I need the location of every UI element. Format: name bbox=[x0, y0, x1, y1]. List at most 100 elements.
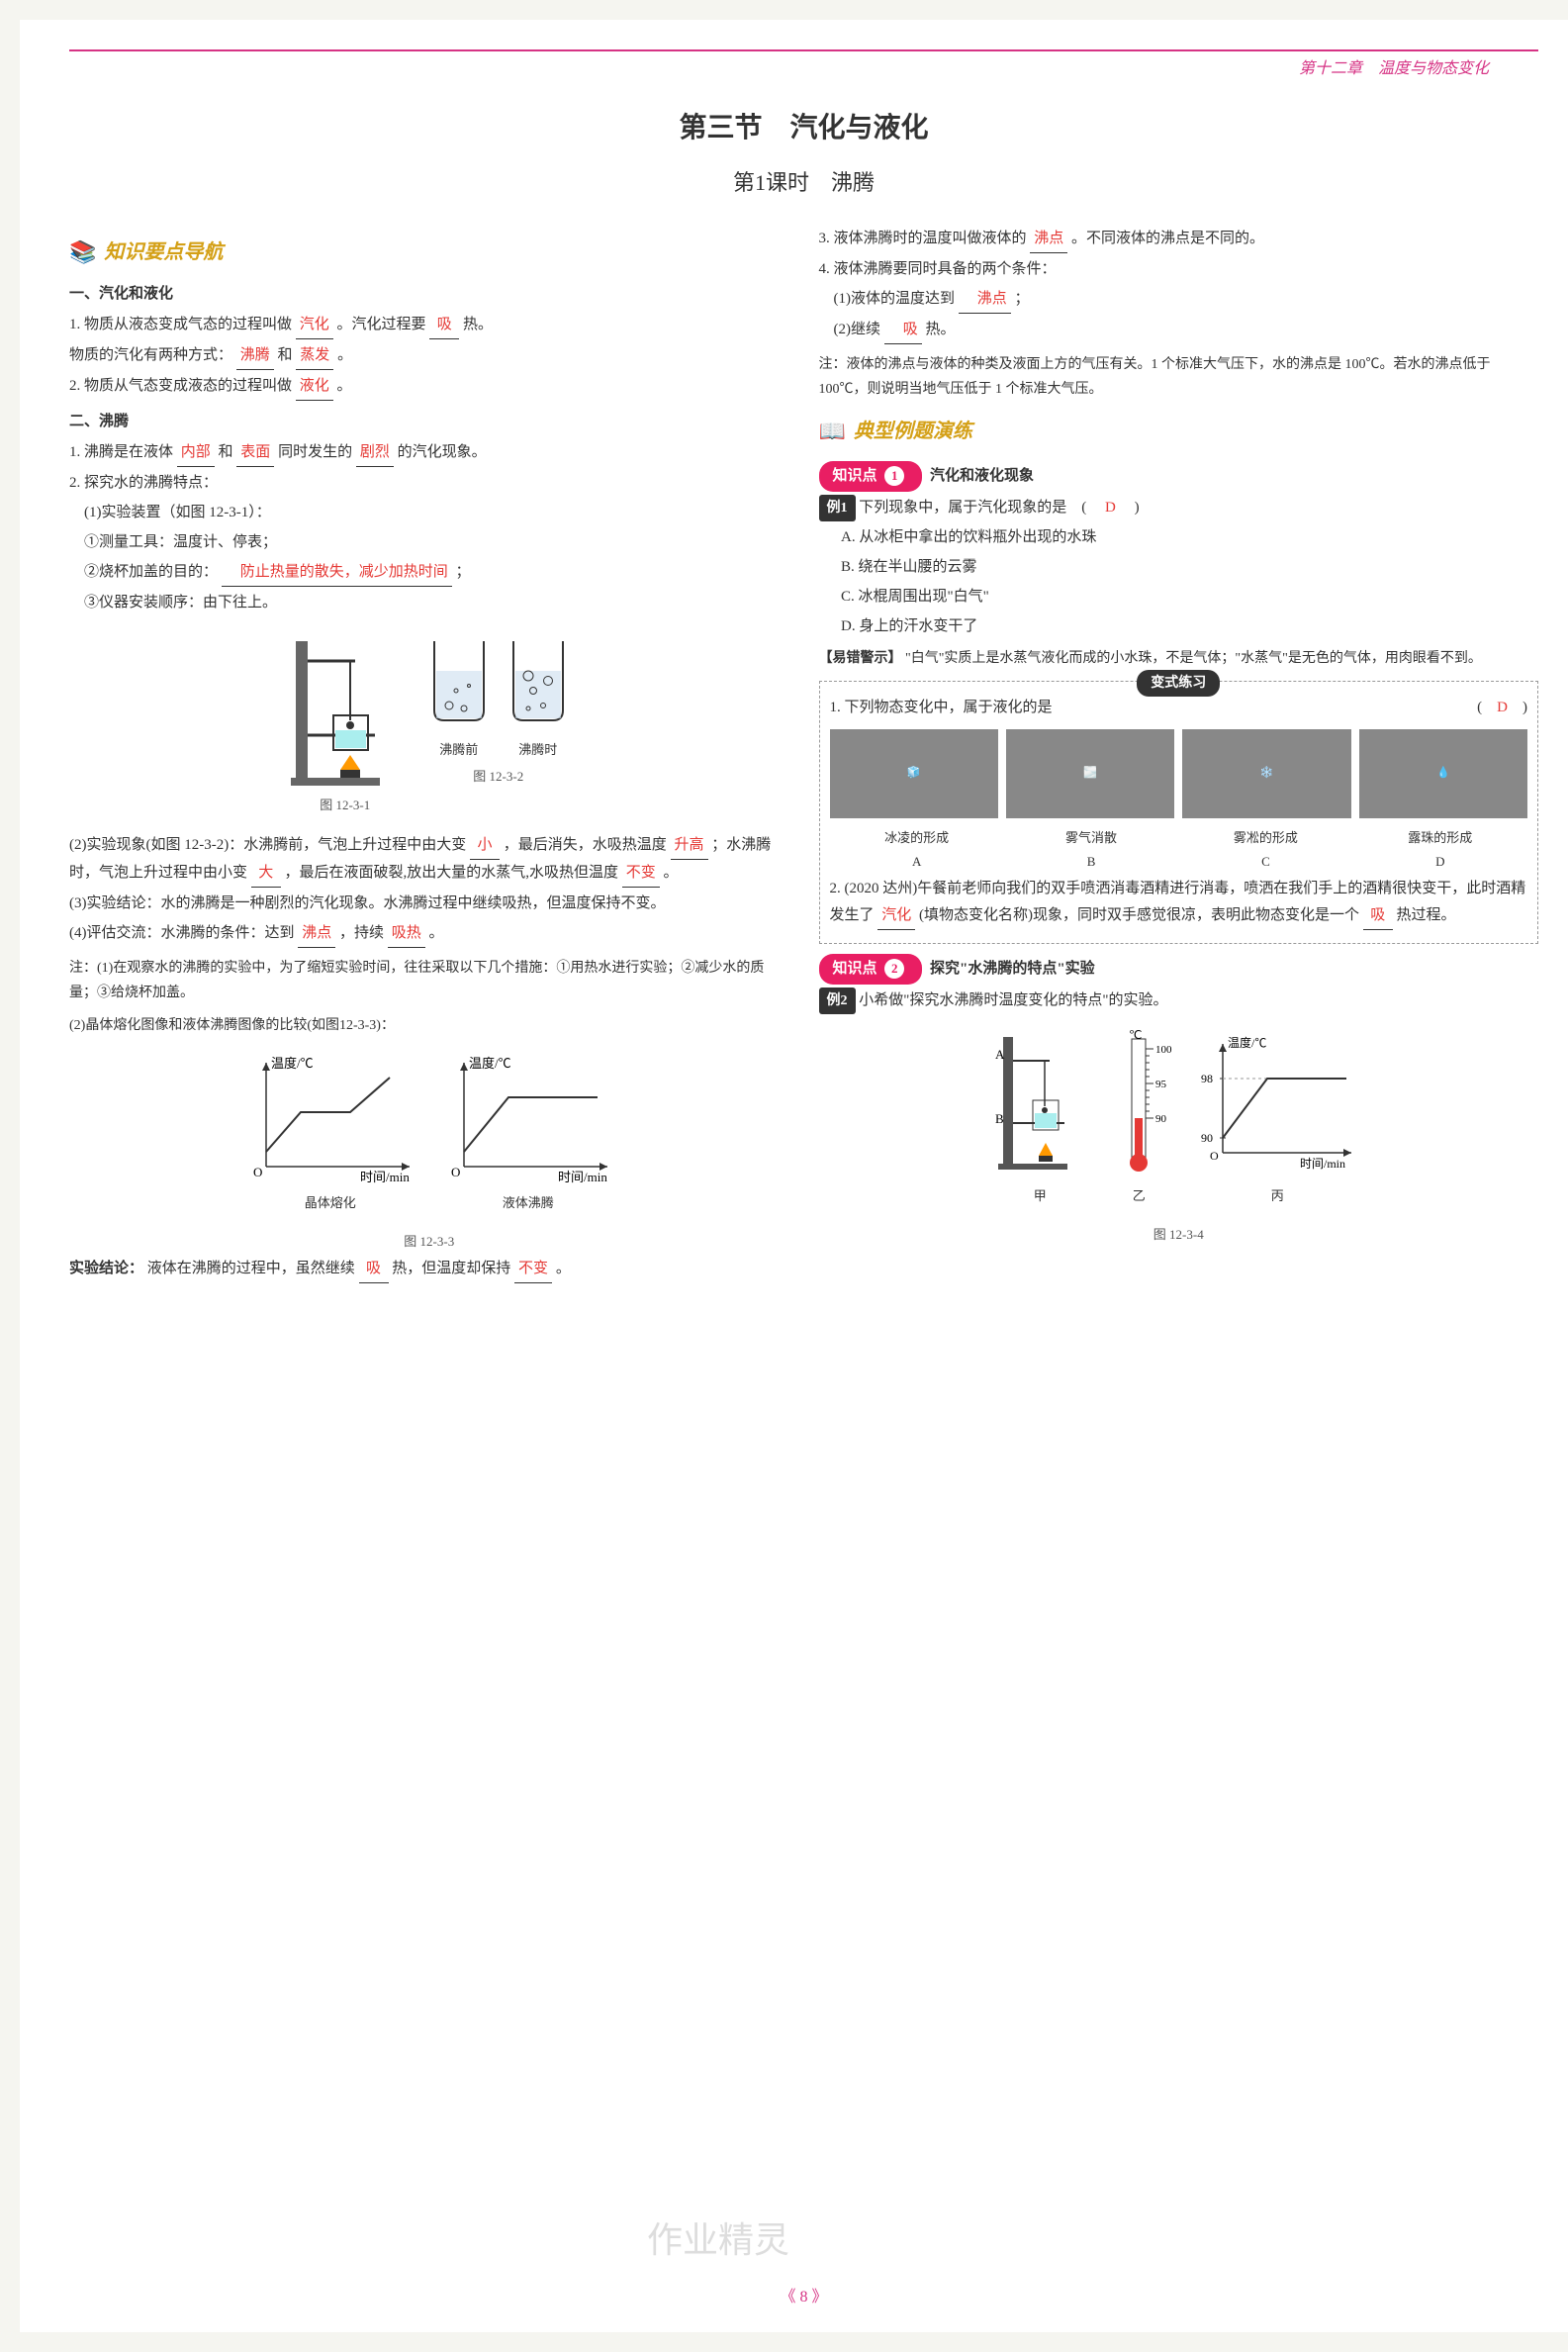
text: 。不同液体的沸点是不同的。 bbox=[1071, 231, 1264, 246]
text: 1. 沸腾是在液体 bbox=[69, 444, 173, 460]
answer-blank: 沸腾 bbox=[236, 342, 274, 370]
nav-section-header: 📚 知识要点导航 bbox=[69, 233, 789, 272]
variant-opt-labels: A B C D bbox=[830, 850, 1528, 873]
label: 沸腾前 bbox=[424, 738, 494, 761]
para-r4: 4. 液体沸腾要同时具备的两个条件： bbox=[819, 256, 1539, 283]
variant-practice-box: 变式练习 1. 下列物态变化中，属于液化的是 ( D ) 🧊 🌫️ ❄️ 💧 冰… bbox=[819, 681, 1539, 944]
text: 小希做"探究水沸腾时温度变化的特点"的实验。 bbox=[859, 992, 1167, 1008]
text: ，持续 bbox=[339, 925, 384, 941]
text: "白气"实质上是水蒸气液化而成的小水珠，不是气体；"水蒸气"是无色的气体，用肉眼… bbox=[905, 651, 1482, 666]
text: 热。 bbox=[926, 322, 956, 337]
para-4-1c: ③仪器安装顺序：由下往上。 bbox=[69, 590, 789, 616]
text: (2)实验现象(如图 12-3-2)：水沸腾前，气泡上升过程中由大变 bbox=[69, 837, 466, 853]
para-r4-2: (2)继续 吸 热。 bbox=[819, 317, 1539, 344]
lesson-title: 第1课时 沸腾 bbox=[69, 163, 1538, 203]
fig4-caption: 图 12-3-4 bbox=[819, 1223, 1539, 1246]
text: 同时发生的 bbox=[278, 444, 352, 460]
heading-1: 一、汽化和液化 bbox=[69, 281, 789, 308]
para-r3: 3. 液体沸腾时的温度叫做液体的 沸点 。不同液体的沸点是不同的。 bbox=[819, 226, 1539, 253]
svg-text:A: A bbox=[995, 1047, 1005, 1062]
knowledge-point-2: 知识点 2 探究"水沸腾的特点"实验 bbox=[819, 954, 1539, 985]
note-right: 注：液体的沸点与液体的种类及液面上方的气压有关。1 个标准大气压下，水的沸点是 … bbox=[819, 352, 1539, 402]
text: (1)液体的温度达到 bbox=[834, 291, 956, 307]
para-4-1a: ①测量工具：温度计、停表； bbox=[69, 529, 789, 556]
svg-text:O: O bbox=[253, 1165, 262, 1179]
text: 热。 bbox=[463, 317, 493, 332]
figure-12-3-2: 沸腾前 沸腾时 bbox=[424, 631, 573, 816]
figure-row-1: 图 12-3-1 沸腾前 bbox=[69, 631, 789, 816]
apparatus-diagram bbox=[286, 631, 405, 790]
label: A bbox=[830, 850, 1004, 873]
example-badge: 例2 bbox=[819, 988, 856, 1014]
answer: D bbox=[1105, 500, 1116, 516]
answer-blank: 升高 bbox=[671, 832, 708, 860]
book-icon: 📚 bbox=[69, 233, 96, 272]
para-1c: 物质的汽化有两种方式： 沸腾 和 蒸发 。 bbox=[69, 342, 789, 370]
beaker-boiling-icon: 沸腾时 bbox=[504, 631, 573, 761]
answer-blank: 内部 bbox=[177, 439, 215, 467]
fig1-caption: 图 12-3-1 bbox=[286, 794, 405, 816]
two-column-layout: 📚 知识要点导航 一、汽化和液化 1. 物质从液态变成气态的过程叫做 汽化 。汽… bbox=[69, 223, 1538, 1286]
text: ，最后在液面破裂,放出大量的水蒸气,水吸热但温度 bbox=[285, 865, 619, 881]
svg-text:98: 98 bbox=[1201, 1072, 1213, 1085]
svg-text:100: 100 bbox=[1155, 1044, 1172, 1056]
svg-text:90: 90 bbox=[1201, 1131, 1213, 1145]
para-2a: 2. 物质从气态变成液态的过程叫做 液化 。 bbox=[69, 373, 789, 401]
image-placeholder: 🌫️ bbox=[1006, 729, 1174, 818]
answer-blank: 剧烈 bbox=[356, 439, 394, 467]
graph-bing: 温度/℃ 时间/min O 98 90 丙 bbox=[1193, 1029, 1361, 1208]
variant-q2: 2. (2020 达州)午餐前老师向我们的双手喷洒消毒酒精进行消毒，喷洒在我们手… bbox=[830, 876, 1528, 930]
text: ②烧杯加盖的目的： bbox=[84, 564, 218, 580]
text: 热，但温度却保持 bbox=[392, 1261, 510, 1276]
para-r4-1: (1)液体的温度达到 沸点 ； bbox=[819, 286, 1539, 314]
answer-blank: 汽化 bbox=[877, 902, 915, 930]
label: 乙 bbox=[1104, 1184, 1173, 1207]
text: 2. 物质从气态变成液态的过程叫做 bbox=[69, 378, 292, 394]
answer: D bbox=[1497, 700, 1508, 715]
answer-blank: 吸 bbox=[429, 312, 459, 339]
text: (2)继续 bbox=[834, 322, 881, 337]
book-icon: 📖 bbox=[819, 412, 846, 451]
text: 和 bbox=[219, 444, 233, 460]
left-column: 📚 知识要点导航 一、汽化和液化 1. 物质从液态变成气态的过程叫做 汽化 。汽… bbox=[69, 223, 789, 1286]
thermometer-yi: 100 95 90 ℃ 乙 bbox=[1104, 1029, 1173, 1208]
text: 1. 物质从液态变成气态的过程叫做 bbox=[69, 317, 292, 332]
chapter-header: 第十二章 温度与物态变化 bbox=[69, 55, 1538, 84]
text: 。汽化过程要 bbox=[337, 317, 426, 332]
option-c: C. 冰棍周围出现"白气" bbox=[841, 584, 1538, 611]
para-4: 2. 探究水的沸腾特点： bbox=[69, 470, 789, 497]
para-5-4: (4)评估交流：水沸腾的条件：达到 沸点 ，持续 吸热 。 bbox=[69, 920, 789, 948]
text: 热过程。 bbox=[1397, 907, 1456, 923]
label: 知识点 bbox=[833, 961, 877, 977]
text: (填物态变化名称)现象，同时双手感觉很凉，表明此物态变化是一个 bbox=[919, 907, 1359, 923]
label: 沸腾时 bbox=[504, 738, 573, 761]
text: 。 bbox=[556, 1261, 571, 1276]
svg-text:时间/min: 时间/min bbox=[360, 1170, 410, 1184]
num: 1 bbox=[884, 466, 904, 486]
svg-text:95: 95 bbox=[1155, 1079, 1167, 1090]
graph-boiling: 温度/℃ 时间/min O 液体沸腾 bbox=[439, 1053, 617, 1214]
answer-blank: 沸点 bbox=[298, 920, 335, 948]
svg-text:90: 90 bbox=[1155, 1113, 1167, 1125]
kp-badge: 知识点 2 bbox=[819, 954, 923, 985]
para-5-3: (3)实验结论：水的沸腾是一种剧烈的汽化现象。水沸腾过程中继续吸热，但温度保持不… bbox=[69, 891, 789, 917]
num: 8 bbox=[800, 2289, 808, 2305]
note-1: 注：(1)在观察水的沸腾的实验中，为了缩短实验时间，往往采取以下几个措施：①用热… bbox=[69, 956, 789, 1005]
para-5-2: (2)实验现象(如图 12-3-2)：水沸腾前，气泡上升过程中由大变 小 ，最后… bbox=[69, 832, 789, 888]
text: 的汽化现象。 bbox=[398, 444, 487, 460]
answer-blank: 表面 bbox=[236, 439, 274, 467]
text: ； bbox=[456, 564, 471, 580]
right-column: 3. 液体沸腾时的温度叫做液体的 沸点 。不同液体的沸点是不同的。 4. 液体沸… bbox=[819, 223, 1539, 1286]
option-d: D. 身上的汗水变干了 bbox=[841, 613, 1538, 640]
caption: 雾凇的形成 bbox=[1178, 826, 1352, 849]
header-rule bbox=[69, 49, 1538, 51]
text: 和 bbox=[278, 347, 293, 363]
text: 3. 液体沸腾时的温度叫做液体的 bbox=[819, 231, 1027, 246]
page: 第十二章 温度与物态变化 第三节 汽化与液化 第1课时 沸腾 📚 知识要点导航 … bbox=[20, 20, 1568, 2332]
text: 下列现象中，属于汽化现象的是 ( bbox=[859, 500, 1101, 516]
watermark: 作业精灵 bbox=[647, 2209, 789, 2273]
svg-text:温度/℃: 温度/℃ bbox=[469, 1056, 511, 1071]
nav-section-title: 知识要点导航 bbox=[104, 235, 223, 270]
caption: 露珠的形成 bbox=[1353, 826, 1527, 849]
answer-blank: 沸点 bbox=[1030, 226, 1067, 253]
